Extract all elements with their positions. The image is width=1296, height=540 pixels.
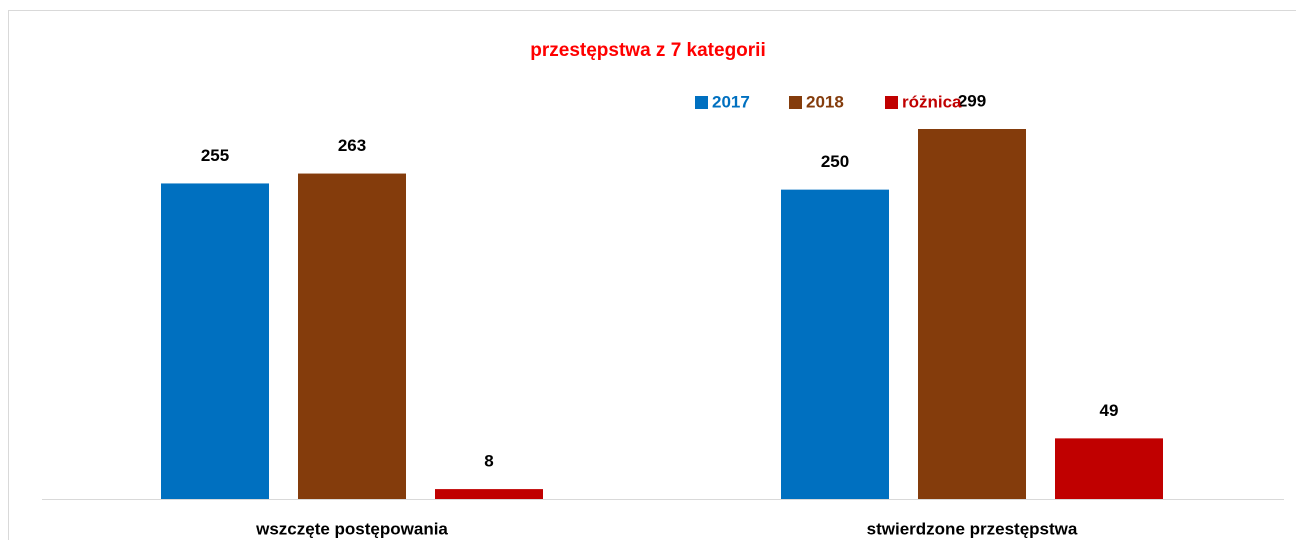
bar [781,189,889,500]
data-label: 49 [1100,401,1119,420]
chart-title: przestępstwa z 7 kategorii [530,40,765,61]
legend-label: różnica [902,92,962,111]
bar [1055,438,1163,499]
x-tick-label: wszczęte postępowania [255,519,448,538]
data-label: 299 [958,91,986,110]
legend-label: 2017 [712,92,750,111]
data-label: 255 [201,146,229,165]
legend-swatch [789,96,802,109]
data-label: 250 [821,152,849,171]
data-label: 8 [484,452,493,471]
bar [435,489,543,499]
bar [918,129,1026,499]
bar [298,173,406,499]
legend-label: 2018 [806,92,844,111]
legend-swatch [695,96,708,109]
data-label: 263 [338,136,366,155]
bar [161,183,269,499]
legend-swatch [885,96,898,109]
x-tick-label: stwierdzone przestępstwa [867,519,1078,538]
